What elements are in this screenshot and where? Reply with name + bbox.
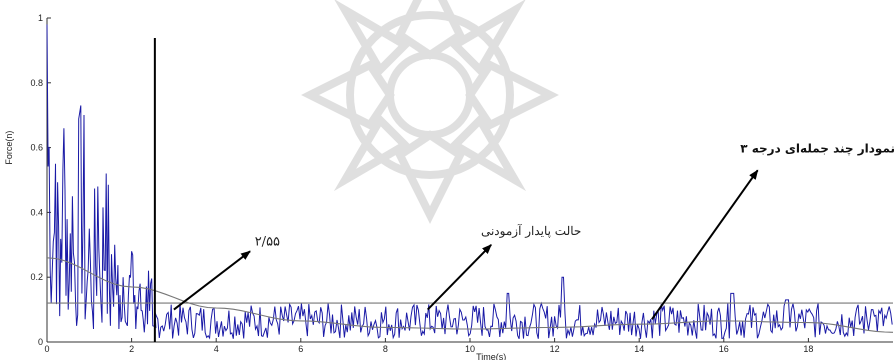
y-tick-label: 0.4 — [30, 207, 43, 217]
x-tick-label: 8 — [383, 344, 388, 354]
y-tick-label: 0.6 — [30, 143, 43, 153]
x-tick-label: 2 — [129, 344, 134, 354]
annotation-arrow-2 — [426, 244, 492, 311]
x-tick-label: 18 — [803, 344, 813, 354]
x-tick-label: 16 — [719, 344, 729, 354]
x-tick-label: 6 — [298, 344, 303, 354]
x-tick-label: 14 — [634, 344, 644, 354]
annotation-label-3: نمودار چند جمله‌ای درجه ۳ — [740, 141, 895, 156]
y-axis-title: Force(n) — [4, 131, 14, 165]
series-line-2 — [46, 257, 894, 333]
x-tick-label: 0 — [44, 344, 49, 354]
x-axis-title: Time(s) — [476, 352, 506, 360]
annotation-label-2: حالت پایدار آزمودنی — [481, 223, 581, 238]
y-tick-label: 0.8 — [30, 78, 43, 88]
x-tick-label: 4 — [214, 344, 219, 354]
annotation-arrow-1 — [173, 250, 251, 311]
y-tick-label: 0 — [38, 337, 43, 347]
series-layer — [46, 24, 894, 340]
series-line-1 — [46, 24, 893, 340]
annotation-label-1: ۲/۵۵ — [255, 234, 280, 249]
y-tick-label: 0.2 — [30, 272, 43, 282]
watermark-rosette — [301, 0, 559, 224]
annotation-arrow-3 — [651, 169, 759, 320]
annotation-layer: ۲/۵۵ حالت پایدار آزمودنی نمودار چند جمله‌ا… — [173, 141, 895, 320]
x-tick-label: 10 — [465, 344, 475, 354]
y-tick-label: 1 — [38, 13, 43, 23]
axes: 0 2 4 6 8 10 12 14 16 18 0 0.2 0.4 0.6 0.8 1 Time(s) Forc… — [4, 13, 893, 360]
x-tick-label: 12 — [550, 344, 560, 354]
